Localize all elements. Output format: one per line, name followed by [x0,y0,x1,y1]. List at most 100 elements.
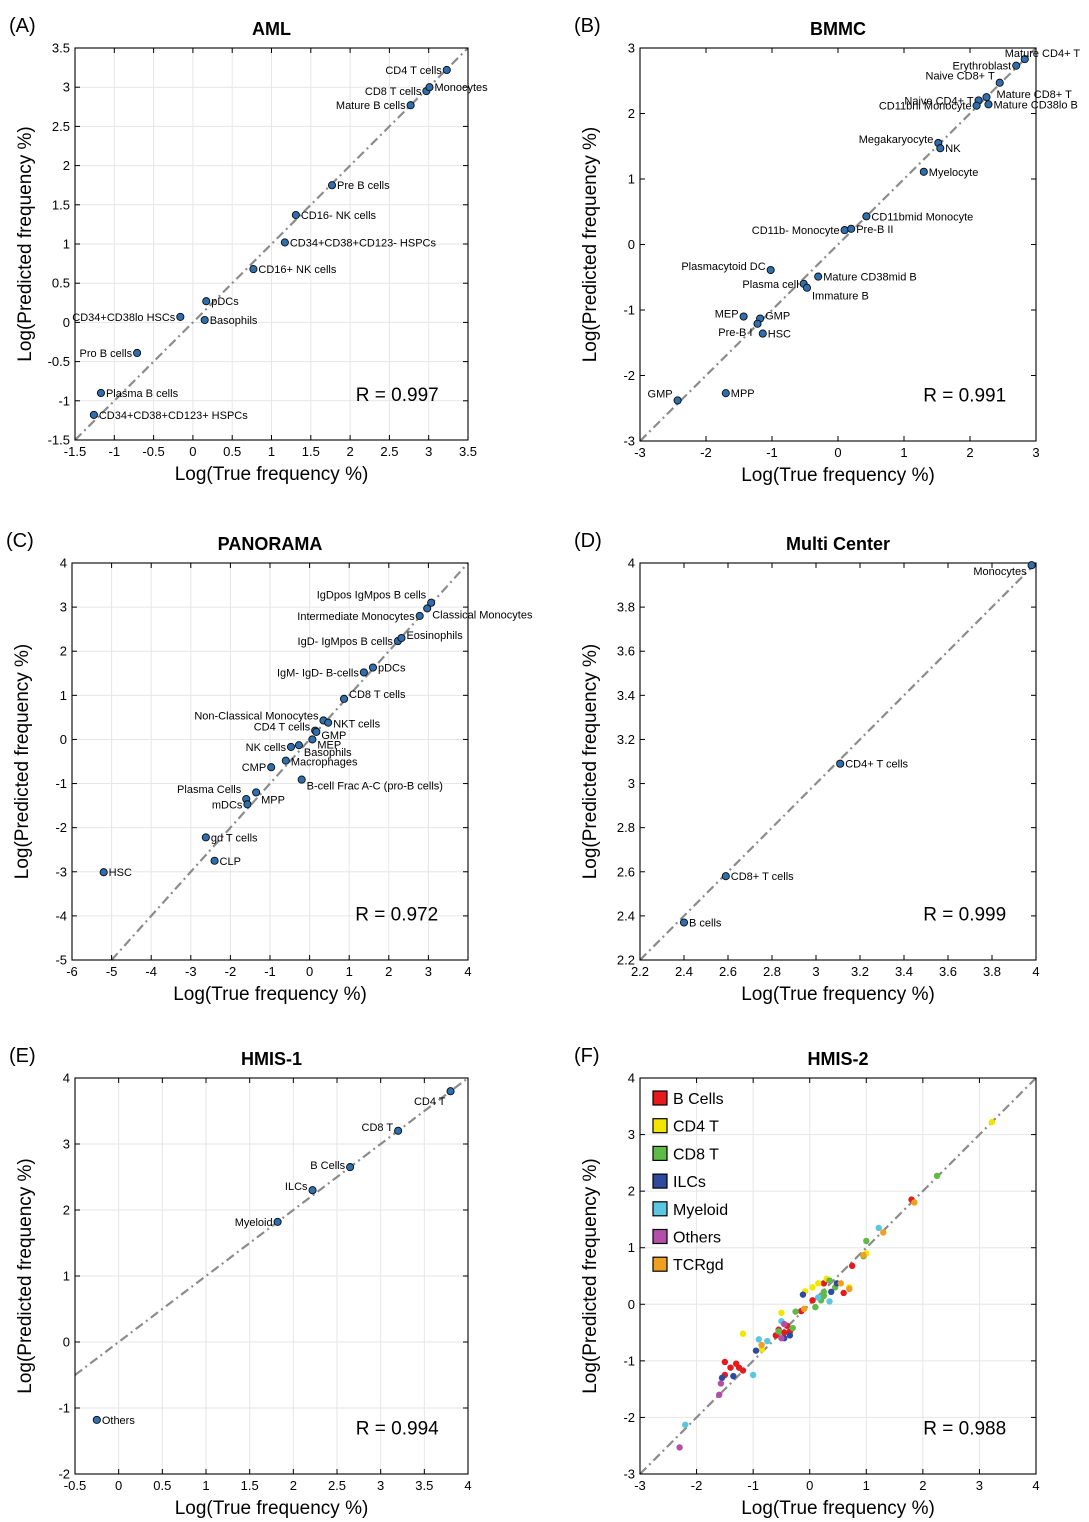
data-point-myeloid [749,1371,757,1379]
x-tick-label: -1 [264,964,276,979]
point-label: CD8 T cells [365,86,422,98]
data-point-ilcs [799,1291,807,1298]
legend-label: CD4 T [673,1119,719,1136]
x-tick-label: 4 [1032,1478,1039,1493]
legend-label: CD8 T [673,1146,719,1163]
correlation-annotation: R = 0.991 [923,386,1006,407]
data-point-b-cells [848,1262,856,1270]
x-tick-label: 4 [464,1478,471,1493]
identity-line [74,47,469,441]
data-point-clp [210,856,219,865]
y-tick-label: -1 [58,1401,70,1416]
data-point-ilcs [828,1288,835,1296]
x-tick-label: 1.5 [302,444,320,459]
data-point-b-cell-frac-a-c-pro-b-cells [297,775,306,784]
y-tick-label: 2 [60,644,67,659]
x-axis-label: Log(True frequency %) [175,464,369,485]
y-tick-label: 3 [628,1127,635,1142]
x-tick-label: 2.2 [631,964,649,979]
data-point-tcrgd [860,1251,867,1259]
correlation-annotation: R = 0.999 [923,904,1006,925]
point-label: CD11bmid Monocyte [871,211,973,223]
x-axis-label: Log(True frequency %) [741,1498,935,1519]
chart-title: BMMC [810,19,866,39]
legend: B Cells CD4 T CD8 T ILCs Myeloid Others TCRgd [652,1090,728,1274]
x-tick-label: 0.5 [153,1478,171,1493]
x-tick-label: 3.8 [983,964,1001,979]
y-tick-label: 0 [63,1335,70,1350]
y-tick-label: 3.8 [617,600,635,615]
y-tick-label: -2 [623,368,635,383]
data-point-mature-b-cells [406,101,415,110]
point-label: Naive CD4+ T [904,95,973,107]
point-label: gd T cells [211,832,258,844]
y-axis-label: Log(Predicted frequency %) [15,126,36,362]
data-point-myelocyte [919,167,928,176]
data-point-myeloid [764,1337,771,1345]
point-label: Classical Monocytes [432,609,533,621]
data-point-cd8-t [775,1328,782,1335]
y-tick-label: 1 [63,1269,70,1284]
data-point-cd8-t [933,1172,941,1180]
point-label: IgD- IgMpos B cells [298,636,394,648]
data-point-myeloid [826,1298,833,1305]
data-point-cd4-t [778,1309,785,1316]
x-tick-label: 3 [976,1478,983,1493]
point-label: Eosinophils [406,630,463,642]
x-tick-label: 1.5 [241,1478,259,1493]
data-point-b-cells [781,1329,788,1336]
chart-title: Multi Center [786,534,890,554]
x-tick-label: -1 [109,444,121,459]
legend-label: Myeloid [673,1202,728,1219]
legend-swatch-tcrgd [652,1256,668,1272]
data-point-mep [308,735,317,744]
point-label: IgM- IgD- B-cells [277,667,359,679]
axes-frame [639,1077,1037,1475]
panel-letter: (D) [574,530,602,552]
x-tick-label: -1 [766,445,778,460]
panel-letter: (F) [574,1045,600,1067]
x-tick-label: 3.4 [895,964,913,979]
correlation-annotation: R = 0.997 [356,385,439,406]
y-tick-label: 0 [63,315,70,330]
data-point-tcrgd [911,1199,918,1206]
data-point-tcrgd [800,1305,808,1313]
point-label: CD8 T [362,1122,394,1134]
y-tick-label: 2 [63,158,70,173]
point-label: CD4 T cells [385,65,442,77]
x-tick-label: 3 [1032,445,1039,460]
point-label: Myelocyte [929,167,979,179]
x-tick-label: -1 [747,1478,759,1493]
data-point-gmp [312,727,321,736]
identity-line [74,1077,469,1376]
y-axis-label: Log(Predicted frequency %) [580,644,601,880]
data-point-others [717,1380,725,1387]
point-label: CD4 T cells [254,722,311,734]
x-tick-label: 3.5 [415,1478,433,1493]
point-label: CD16- NK cells [301,210,377,222]
y-tick-label: -1.5 [48,433,70,448]
data-point-cd11b-monocyte [840,226,849,235]
point-label: ILCs [285,1181,308,1193]
y-tick-label: 2.2 [617,953,635,968]
y-tick-label: -1 [623,303,635,318]
x-axis-label: Log(True frequency %) [741,984,935,1005]
x-tick-label: -2 [225,964,237,979]
data-point-b-cells [721,1358,729,1366]
panel-a: -1.5 -1 -0.5 0 0.5 1 1.5 2 2.5 3 3.5 -1.5 -1 -0.5 0 0.5… [9,15,488,485]
x-tick-label: 3.6 [939,964,957,979]
y-axis-label: Log(Predicted frequency %) [580,127,601,363]
data-point-cmp [267,763,276,772]
point-label: CD8+ T cells [731,871,794,883]
data-point-erythroblast [1012,61,1021,70]
data-point-monocytes [1027,561,1036,570]
data-point-cd11bhi-monocyte [972,101,981,110]
data-point-cd4-t [446,1087,455,1096]
point-label: CD11b- Monocyte [752,225,840,237]
data-point-ilcs [718,1374,726,1382]
data-point-myeloid [875,1224,882,1232]
data-point-igdpos-igmpos-b-cells [427,598,436,607]
data-point-mature-cd38lo-b [984,100,993,109]
point-label: Intermediate Monocytes [297,611,415,623]
data-point-plasma-b-cells [96,388,105,398]
